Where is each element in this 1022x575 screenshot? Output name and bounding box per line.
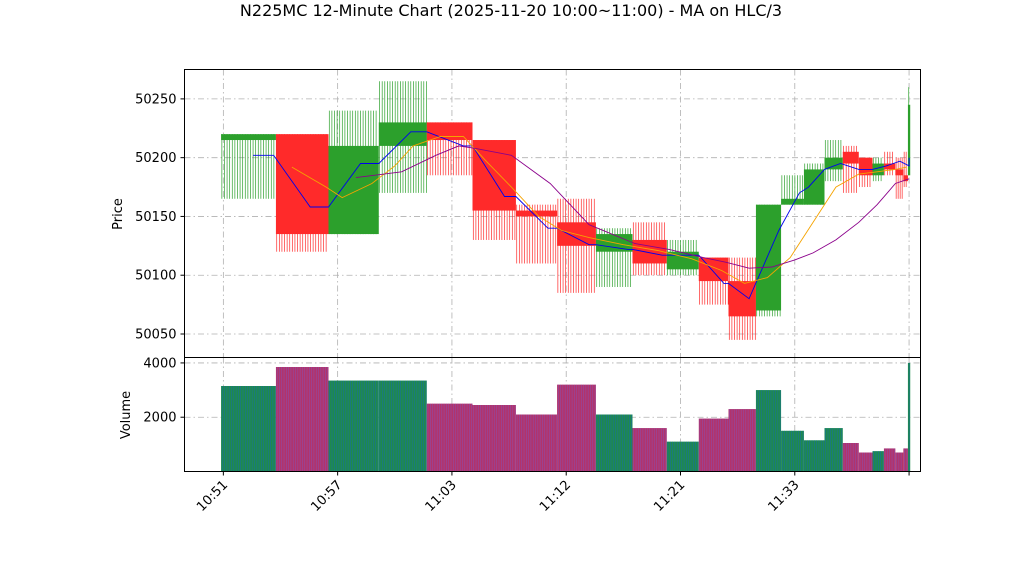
volume-bar: [632, 428, 667, 472]
volume-bar: [803, 440, 825, 472]
x-tick-label: 11:03: [423, 478, 460, 515]
volume-bar: [755, 390, 782, 472]
candle-body: [858, 157, 873, 176]
x-axis-ticks: 10:51 10:57 11:03 11:12 11:21 11:33: [194, 471, 910, 515]
volume-axis-label: Volume: [119, 391, 134, 439]
volume-bars: [221, 362, 911, 472]
volume-tick-label: 2000: [143, 411, 176, 426]
price-tick-label: 50100: [135, 269, 176, 284]
price-tick-label: 50150: [135, 210, 176, 225]
candle-body: [824, 157, 843, 170]
volume-tick-label: 4000: [143, 356, 176, 371]
candle-body: [221, 134, 276, 141]
candle-wick: [895, 157, 903, 199]
volume-bar: [858, 452, 873, 472]
candle-body: [328, 145, 379, 235]
volume-bar: [907, 362, 911, 472]
candle-body: [426, 122, 473, 141]
candle-body: [895, 169, 904, 176]
candle-body: [803, 169, 825, 205]
volume-bar: [328, 380, 379, 472]
volume-bar: [666, 441, 699, 472]
volume-bar: [275, 367, 329, 472]
volume-panel-frame: [184, 357, 921, 472]
price-y-ticks: 50050 50100 50150 50200 50250: [135, 92, 185, 342]
moving-average-line: [355, 145, 910, 269]
candle-wick: [903, 151, 907, 188]
candle-body: [472, 140, 516, 211]
candle-body: [781, 198, 804, 205]
candle-body: [698, 257, 729, 282]
price-panel: 50050 50100 50150 50200 50250 Price: [111, 69, 921, 358]
volume-bar: [824, 428, 843, 472]
volume-bar: [895, 452, 904, 472]
candle-body: [842, 151, 859, 164]
volume-bar: [781, 430, 804, 472]
moving-average-line: [253, 131, 910, 300]
candle-body: [275, 134, 329, 235]
volume-bar: [842, 443, 859, 472]
volume-bar: [378, 380, 427, 472]
candle-body: [907, 104, 911, 176]
candle-wick: [221, 134, 275, 199]
price-axis-label: Price: [111, 198, 126, 230]
x-tick-label: 11:21: [651, 478, 688, 515]
candle-body: [872, 163, 884, 176]
candle-body: [883, 163, 896, 170]
candle-body: [903, 175, 908, 182]
volume-bar: [515, 414, 558, 472]
x-tick-label: 10:51: [194, 478, 231, 515]
candle-body: [666, 251, 699, 270]
volume-bar: [903, 448, 908, 472]
volume-bar: [557, 384, 596, 472]
volume-bar: [728, 409, 756, 472]
volume-bar: [872, 451, 884, 472]
candle-body: [632, 239, 667, 264]
price-tick-label: 50050: [135, 327, 176, 342]
candle-body: [755, 204, 782, 311]
volume-bar: [698, 418, 729, 472]
x-tick-label: 11:12: [537, 478, 574, 515]
x-tick-label: 11:33: [766, 478, 803, 515]
moving-average-lines: [253, 131, 910, 300]
chart-title: N225MC 12-Minute Chart (2025-11-20 10:00…: [240, 1, 782, 20]
volume-bar: [221, 386, 276, 472]
volume-bar: [883, 448, 896, 472]
candle-body: [378, 122, 427, 146]
moving-average-line: [291, 136, 907, 284]
volume-bar: [472, 405, 516, 472]
x-tick-label: 10:57: [308, 478, 345, 515]
volume-panel: 2000 4000 Volume: [119, 356, 921, 472]
volume-bar: [426, 403, 473, 472]
price-tick-label: 50200: [135, 151, 176, 166]
volume-y-ticks: 2000 4000: [143, 356, 185, 426]
price-tick-label: 50250: [135, 92, 176, 107]
volume-bar: [595, 414, 633, 472]
